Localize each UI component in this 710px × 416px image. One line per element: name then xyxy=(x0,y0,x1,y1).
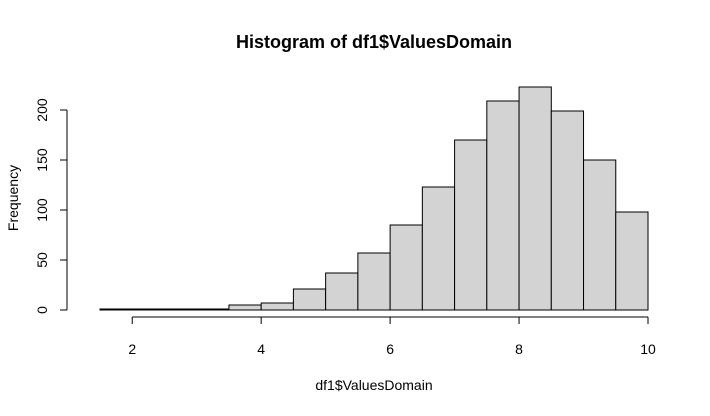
histogram-bar xyxy=(196,308,230,311)
histogram-bar xyxy=(550,110,585,311)
y-tick-label: 50 xyxy=(34,252,50,268)
histogram-bar xyxy=(99,308,133,311)
histogram-bar xyxy=(325,272,359,311)
bars-group xyxy=(99,86,649,311)
y-axis-label: Frequency xyxy=(5,165,21,231)
histogram-bar xyxy=(486,100,520,311)
histogram-bar xyxy=(228,304,262,311)
histogram-bar xyxy=(615,211,649,311)
x-tick-label: 8 xyxy=(515,341,523,357)
histogram-bar xyxy=(389,224,423,311)
y-tick-label: 150 xyxy=(34,148,50,172)
y-axis: 0 50 100 150 200 xyxy=(34,98,68,314)
histogram-bar xyxy=(421,186,456,311)
y-tick-label: 0 xyxy=(34,306,50,314)
histogram-bar xyxy=(518,86,552,311)
x-tick-label: 2 xyxy=(128,341,136,357)
histogram-bar xyxy=(260,302,294,311)
chart-title: Histogram of df1$ValuesDomain xyxy=(236,32,512,52)
x-axis-label: df1$ValuesDomain xyxy=(315,377,432,393)
x-tick-label: 6 xyxy=(386,341,394,357)
y-tick-label: 100 xyxy=(34,198,50,222)
histogram-bar xyxy=(454,139,488,311)
x-axis: 2 4 6 8 10 xyxy=(128,316,656,357)
histogram-bar xyxy=(163,308,198,311)
x-tick-label: 10 xyxy=(640,341,656,357)
histogram-bar xyxy=(131,308,165,311)
x-tick-label: 4 xyxy=(257,341,265,357)
histogram-bar xyxy=(583,159,617,311)
y-tick-label: 200 xyxy=(34,98,50,122)
histogram-bar xyxy=(357,252,391,311)
histogram-bar xyxy=(292,288,327,311)
